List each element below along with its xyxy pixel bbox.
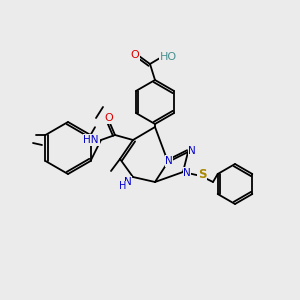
Text: O: O	[130, 50, 140, 60]
Text: H: H	[119, 181, 127, 191]
Text: N: N	[124, 177, 132, 187]
Text: N: N	[183, 168, 191, 178]
Text: N: N	[165, 156, 173, 166]
Text: S: S	[198, 167, 206, 181]
Text: O: O	[105, 113, 113, 123]
Text: N: N	[188, 146, 196, 156]
Text: HO: HO	[159, 52, 177, 62]
Text: HN: HN	[83, 135, 99, 145]
